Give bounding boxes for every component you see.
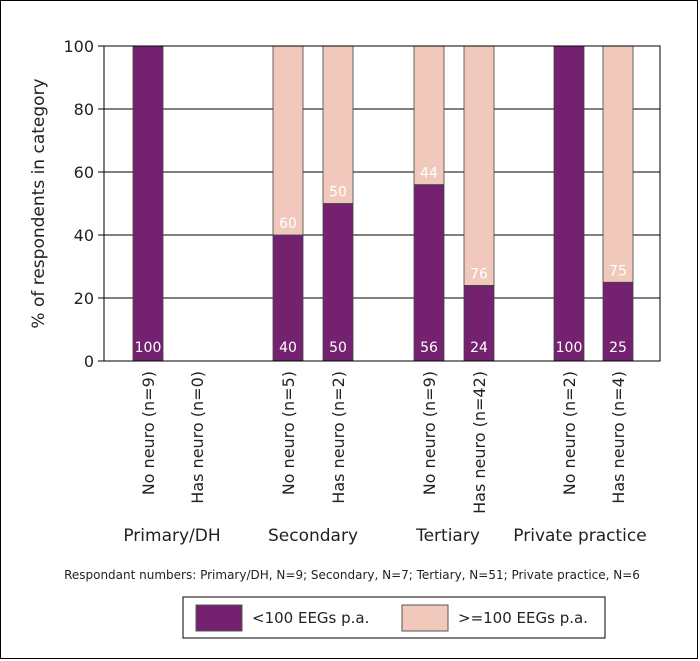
bar-segment [272,45,304,236]
y-tick-label: 60 [74,163,94,182]
data-label: 50 [329,185,347,201]
respondent-note: Respondant numbers: Primary/DH, N=9; Sec… [64,568,640,582]
legend-swatch-lt100 [195,604,243,632]
bar-segment [463,45,495,286]
x-axis-category-labels: No neuro (n=9) Has neuro (n=0) No neuro (n… [139,371,628,514]
bar-segment [463,284,495,362]
x-category-label: No neuro (n=9) [139,371,158,495]
bar-segment [322,203,354,362]
bar-segment [413,45,445,186]
legend-box [182,596,606,639]
data-labels: 100 40 60 50 50 56 44 24 76 100 25 75 [135,166,627,356]
bar-segment [553,45,585,362]
group-label: Private practice [513,526,646,546]
group-labels: Primary/DH Secondary Tertiary Private pract… [123,526,646,546]
bar-segment [132,45,164,362]
x-category-label: Has neuro (n=42) [470,371,489,514]
legend-label-lt100: <100 EEGs p.a. [252,609,369,627]
data-label: 60 [279,216,297,232]
data-label: 24 [470,340,488,356]
y-tick-label: 80 [74,100,94,119]
data-label: 44 [420,166,438,182]
x-category-label: Has neuro (n=2) [329,371,348,504]
data-label: 25 [609,340,627,356]
legend-swatch-gte100 [401,604,449,632]
bar-segment [322,45,354,204]
y-tick-label: 40 [74,226,94,245]
data-label: 50 [329,340,347,356]
y-tick-label: 20 [74,289,94,308]
data-label: 76 [470,266,488,282]
bars [132,45,634,362]
data-label: 100 [135,340,162,356]
x-category-label: No neuro (n=5) [279,371,298,495]
plot-area [103,45,661,362]
x-category-label: Has neuro (n=0) [188,371,207,504]
group-label: Tertiary [415,526,480,546]
x-category-label: No neuro (n=9) [420,371,439,495]
y-tick-label: 0 [84,352,94,371]
y-axis-label: % of respondents in category [29,78,49,328]
data-label: 56 [420,340,438,356]
data-label: 100 [556,340,583,356]
group-label: Secondary [268,526,358,546]
legend: <100 EEGs p.a. >=100 EEGs p.a. [182,596,606,639]
group-label: Primary/DH [123,526,220,546]
data-label: 75 [609,263,627,279]
y-tick-label: 100 [63,37,94,56]
x-category-label: No neuro (n=2) [560,371,579,495]
data-label: 40 [279,340,297,356]
legend-label-gte100: >=100 EEGs p.a. [458,609,588,627]
bar-segment [602,45,634,283]
y-axis-ticks: 0 20 40 60 80 100 [63,37,104,371]
x-category-label: Has neuro (n=4) [609,371,628,504]
bar-segment [413,184,445,362]
